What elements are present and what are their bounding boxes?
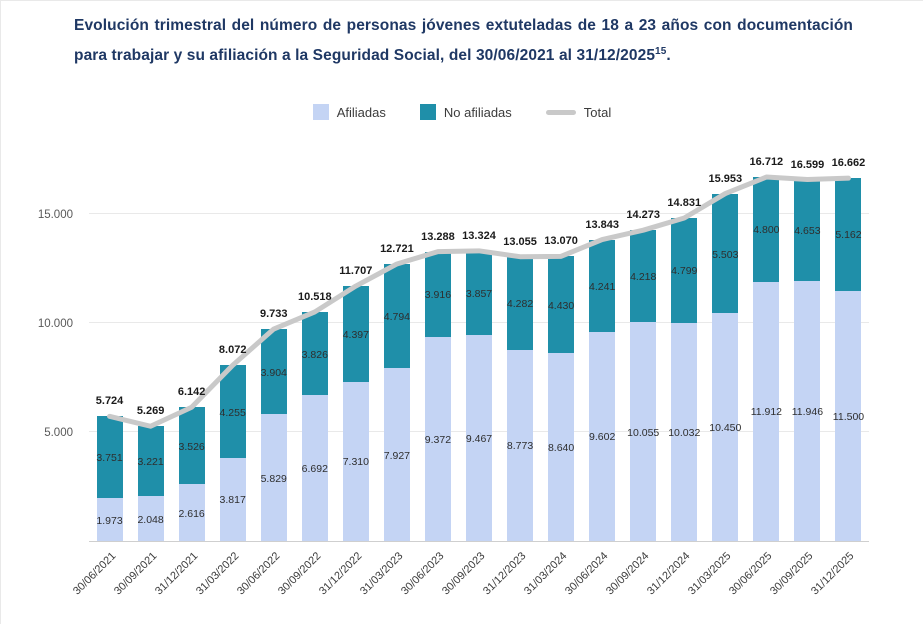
total-value-label: 13.843 [585, 218, 619, 231]
no-afiliadas-value-label: 3.221 [137, 456, 164, 469]
afiliadas-value-label: 11.500 [832, 410, 865, 423]
total-value-label: 14.273 [626, 209, 661, 222]
legend-item-afiliadas: Afiliadas [312, 104, 386, 120]
total-value-label: 11.707 [339, 265, 373, 278]
total-value-label: 13.288 [421, 230, 455, 243]
total-value-label: 14.831 [667, 197, 702, 210]
y-axis-label: 5.000 [44, 427, 73, 440]
no-afiliadas-value-label: 5.503 [712, 248, 739, 261]
afiliadas-value-label: 9.467 [465, 432, 493, 445]
no-afiliadas-value-label: 4.218 [630, 271, 657, 284]
afiliadas-value-label: 5.829 [260, 472, 287, 485]
total-value-label: 12.721 [380, 242, 414, 255]
legend-label-no-afiliadas: No afiliadas [443, 104, 512, 120]
total-value-label: 5.724 [95, 395, 124, 408]
no-afiliadas-value-label: 4.800 [753, 224, 780, 237]
total-value-label: 16.599 [790, 158, 825, 171]
total-value-label: 5.269 [136, 405, 165, 418]
bar-segment-afiliadas [219, 457, 246, 541]
total-value-label: 8.072 [218, 344, 247, 357]
footnote-ref: 15 [655, 45, 667, 57]
total-value-label: 15.953 [708, 172, 743, 185]
total-value-label: 16.662 [831, 157, 866, 170]
legend-label-total: Total [583, 104, 612, 120]
afiliadas-value-label: 10.450 [709, 422, 742, 435]
y-axis: 5.000 10.000 15.000 [11, 149, 79, 541]
legend-item-no-afiliadas: No afiliadas [419, 104, 512, 120]
legend-label-afiliadas: Afiliadas [336, 104, 386, 120]
no-afiliadas-value-label: 3.826 [301, 348, 328, 361]
legend-swatch-afiliadas [312, 104, 329, 120]
afiliadas-value-label: 9.372 [424, 433, 452, 446]
afiliadas-value-label: 2.048 [137, 513, 164, 526]
afiliadas-value-label: 9.602 [589, 431, 616, 444]
total-value-label: 13.055 [503, 235, 537, 248]
y-axis-label: 15.000 [37, 209, 73, 222]
plot-area: 1.973 3.751 5.724 2.048 3.221 5.269 2.616 3.526… [89, 149, 869, 542]
legend-swatch-total-line [545, 109, 576, 115]
gridline [89, 213, 869, 215]
bar-segment-afiliadas [260, 414, 287, 541]
bar-segment-afiliadas [178, 484, 205, 541]
no-afiliadas-value-label: 4.397 [342, 328, 369, 341]
no-afiliadas-value-label: 5.162 [835, 229, 862, 242]
bar-segment-no-afiliadas [137, 426, 164, 497]
legend-swatch-no-afiliadas [419, 104, 436, 120]
no-afiliadas-value-label: 4.241 [589, 280, 616, 293]
no-afiliadas-value-label: 3.904 [260, 366, 287, 379]
x-axis: 30/06/2021 30/09/2021 31/12/2021 31/03/2022… [71, 542, 869, 624]
afiliadas-value-label: 6.692 [301, 463, 328, 476]
chart-title-period: . [666, 47, 671, 64]
legend: Afiliadas No afiliadas Total [1, 104, 923, 120]
no-afiliadas-value-label: 4.794 [383, 311, 411, 324]
chart-title: Evolución trimestral del número de perso… [74, 11, 853, 71]
total-value-label: 13.324 [462, 229, 496, 242]
no-afiliadas-value-label: 3.857 [465, 287, 493, 300]
afiliadas-value-label: 8.640 [547, 441, 575, 454]
total-value-label: 10.518 [297, 290, 332, 303]
bar-segment-no-afiliadas [96, 416, 123, 499]
no-afiliadas-value-label: 4.255 [219, 406, 246, 419]
afiliadas-value-label: 10.055 [627, 426, 660, 439]
no-afiliadas-value-label: 4.653 [794, 225, 821, 238]
no-afiliadas-value-label: 4.430 [547, 299, 575, 312]
total-value-label: 9.733 [259, 308, 288, 321]
afiliadas-value-label: 3.817 [219, 494, 246, 507]
total-value-label: 6.142 [177, 386, 206, 399]
chart-title-text: Evolución trimestral del número de perso… [74, 17, 853, 64]
afiliadas-value-label: 8.773 [506, 440, 534, 453]
total-value-label: 16.712 [749, 156, 784, 169]
no-afiliadas-value-label: 3.526 [178, 440, 205, 453]
y-axis-label: 10.000 [37, 318, 73, 331]
afiliadas-value-label: 11.946 [791, 405, 824, 418]
legend-item-total: Total [545, 104, 612, 120]
bar-segment-afiliadas [137, 496, 164, 541]
afiliadas-value-label: 11.912 [750, 406, 783, 419]
afiliadas-value-label: 7.927 [383, 449, 411, 462]
no-afiliadas-value-label: 3.751 [96, 452, 123, 465]
afiliadas-value-label: 10.032 [668, 426, 701, 439]
total-value-label: 13.070 [544, 235, 578, 248]
no-afiliadas-value-label: 4.799 [671, 265, 698, 278]
afiliadas-value-label: 1.973 [96, 514, 123, 527]
afiliadas-value-label: 7.310 [342, 456, 369, 469]
afiliadas-value-label: 2.616 [178, 507, 205, 520]
no-afiliadas-value-label: 3.916 [424, 289, 452, 302]
no-afiliadas-value-label: 4.282 [506, 298, 534, 311]
bar-segment-afiliadas [96, 498, 123, 541]
